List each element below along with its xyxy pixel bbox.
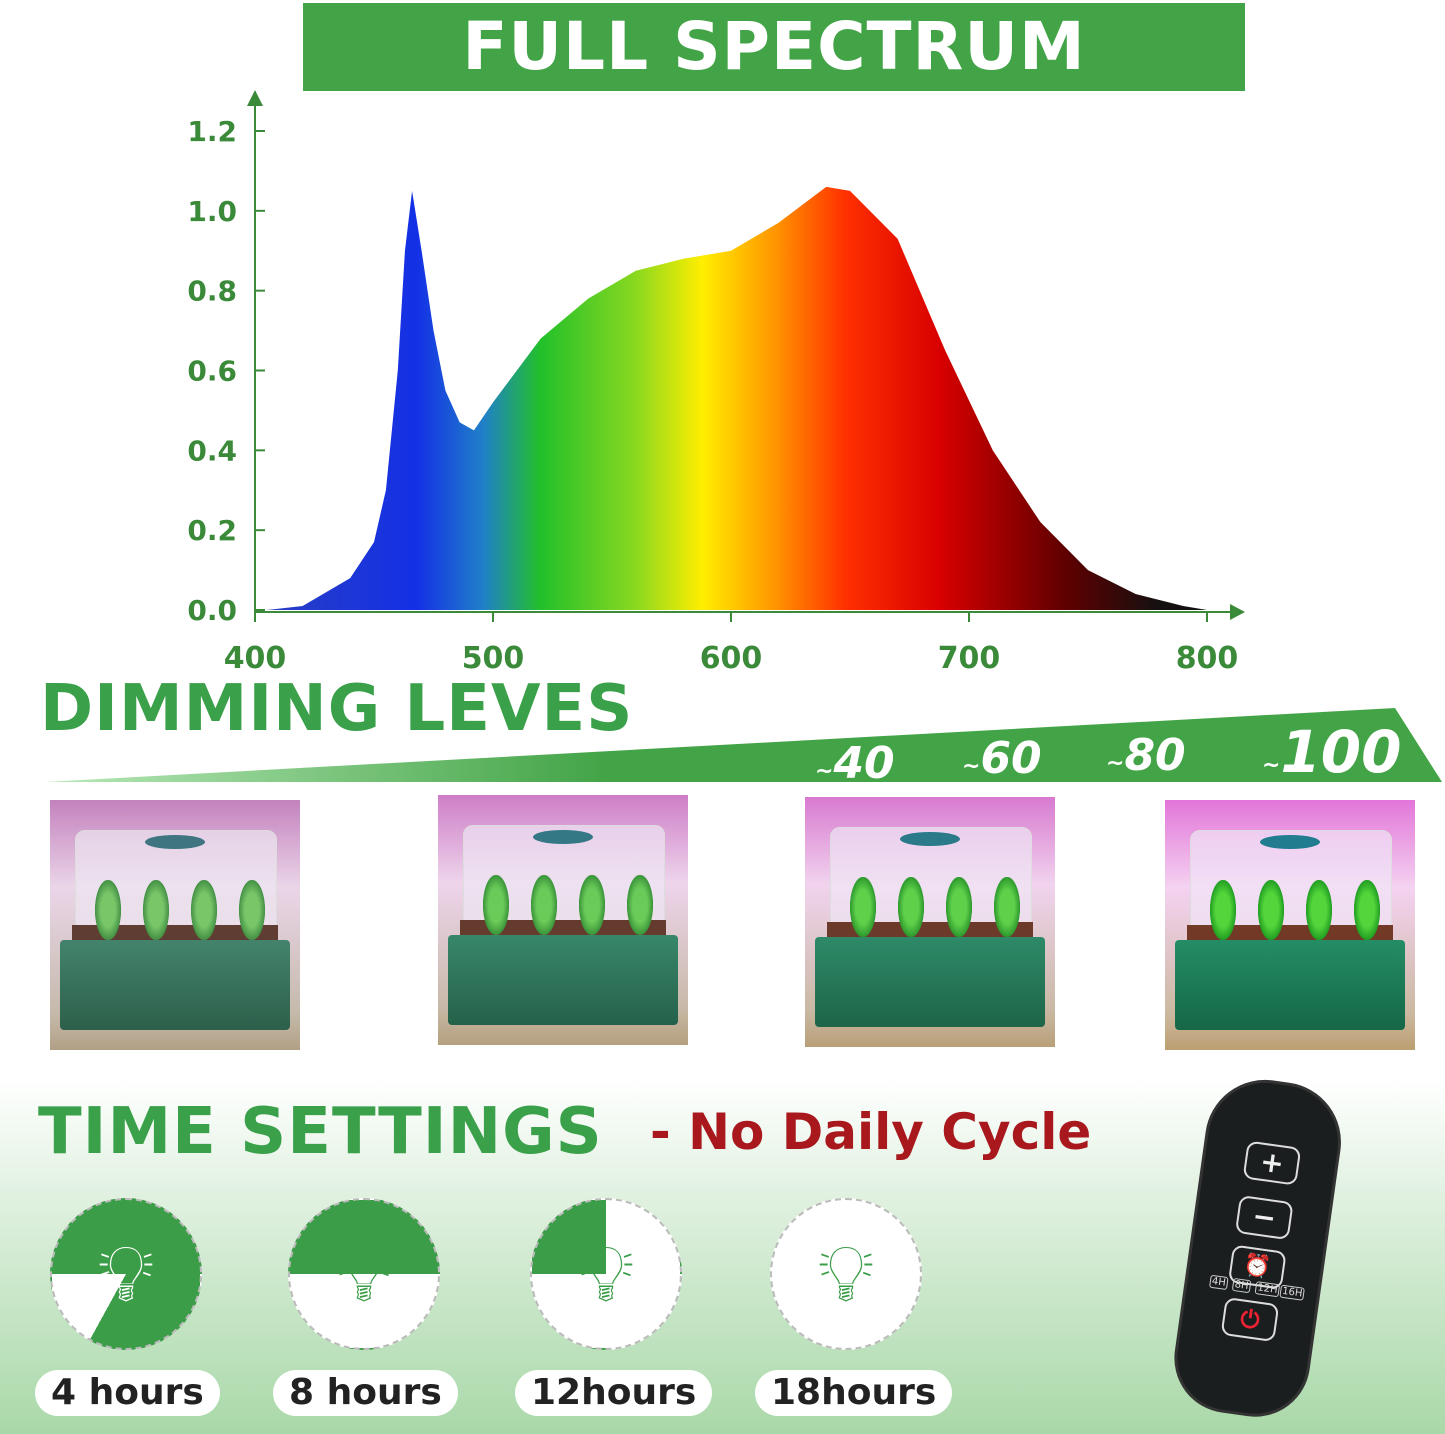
x-axis-arrow <box>1230 604 1245 620</box>
banner-title: FULL SPECTRUM <box>303 3 1245 91</box>
time-settings-title: TIME SETTINGS <box>38 1095 603 1169</box>
time-option-label: 8 hours <box>273 1370 458 1416</box>
y-tick-label: 0.8 <box>187 275 237 308</box>
time-option-3[interactable]: 💡︎ <box>770 1198 922 1350</box>
y-axis-arrow <box>247 90 263 106</box>
dimming-level-60: ~60 <box>962 733 1042 784</box>
time-settings-subtitle: - No Daily Cycle <box>650 1103 1092 1161</box>
seedling-tray-photo <box>805 797 1055 1047</box>
dimming-wedge <box>45 708 1442 782</box>
dimming-level-40: ~40 <box>815 738 895 789</box>
time-option-label: 4 hours <box>35 1370 220 1416</box>
plus-button[interactable]: + <box>1242 1140 1302 1186</box>
label-4h: 4H <box>1209 1274 1229 1291</box>
spectrum-area <box>266 186 1207 610</box>
seedling-tray-photo <box>1165 800 1415 1050</box>
time-option-label: 18hours <box>755 1370 953 1416</box>
dimming-level-80: ~80 <box>1106 730 1186 781</box>
x-tick-label: 700 <box>938 641 1001 676</box>
label-16h: 16H <box>1279 1284 1306 1301</box>
x-tick-label: 600 <box>700 641 763 676</box>
seedling-tray-photo <box>438 795 688 1045</box>
y-tick-label: 0.0 <box>187 594 237 627</box>
label-8h: 8H <box>1231 1277 1252 1294</box>
time-option-1[interactable]: 💡︎ <box>288 1198 440 1350</box>
y-tick-label: 1.2 <box>187 115 237 148</box>
dimming-title: DIMMING LEVES <box>40 672 634 746</box>
time-option-2[interactable]: 💡︎ <box>530 1198 682 1350</box>
x-tick-label: 500 <box>462 641 525 676</box>
power-icon[interactable]: ⏻ <box>1220 1297 1280 1343</box>
spectrum-chart: 400 500 600 700 800 0.0 0.2 0.4 0.6 0.8 1.0 1.2 <box>187 90 1245 676</box>
light-bulb-icon: 💡︎ <box>98 1227 154 1320</box>
time-option-0[interactable]: 💡︎ <box>50 1198 202 1350</box>
light-bulb-icon: 💡︎ <box>336 1227 392 1320</box>
seedling-tray-photo <box>50 800 300 1050</box>
x-tick-label: 400 <box>224 641 287 676</box>
y-tick-label: 1.0 <box>187 195 237 228</box>
light-bulb-icon: 💡︎ <box>578 1227 634 1320</box>
time-option-label: 12hours <box>515 1370 713 1416</box>
y-tick-label: 0.4 <box>187 434 237 467</box>
minus-button[interactable]: − <box>1234 1195 1294 1241</box>
label-12h: 12H <box>1254 1281 1281 1298</box>
x-tick-label: 800 <box>1176 641 1239 676</box>
y-tick-label: 0.2 <box>187 514 237 547</box>
dimming-level-100: ~100 <box>1262 718 1402 786</box>
light-bulb-icon: 💡︎ <box>818 1227 874 1320</box>
y-tick-label: 0.6 <box>187 355 237 388</box>
